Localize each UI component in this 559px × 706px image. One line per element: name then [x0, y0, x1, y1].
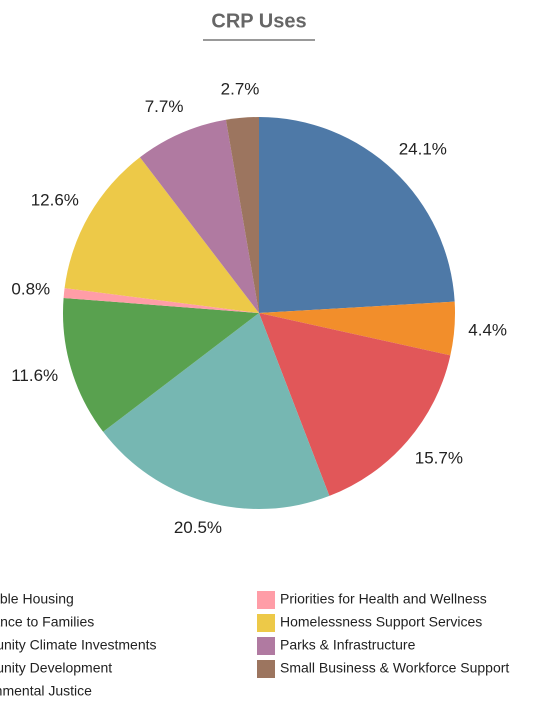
legend-swatch — [257, 614, 275, 632]
legend-label: Community Development — [0, 660, 112, 676]
legend-label: Environmental Justice — [0, 683, 92, 699]
pie-slice — [139, 119, 259, 314]
data-label: 4.4% — [468, 320, 507, 339]
data-label: 20.5% — [174, 518, 222, 537]
legend-swatch — [257, 660, 275, 678]
pie-slice — [259, 301, 455, 356]
legend-label: Affordable Housing — [0, 591, 74, 607]
pie-slice — [259, 313, 451, 496]
data-label: 15.7% — [415, 449, 463, 468]
pie-slice — [63, 288, 259, 313]
chart-title: CRP Uses — [211, 10, 306, 32]
data-label: 11.6% — [11, 366, 58, 385]
data-label: 24.1% — [399, 140, 447, 159]
pie-slice — [62, 297, 259, 432]
pie-slice — [64, 157, 260, 313]
legend-label: Small Business & Workforce Support — [280, 660, 509, 676]
legend-swatch — [257, 637, 275, 655]
data-label: 2.7% — [221, 79, 260, 98]
legend-label: Community Climate Investments — [0, 637, 157, 653]
data-label: 0.8% — [11, 280, 50, 299]
legend-swatch — [257, 591, 275, 609]
legend-label: Priorities for Health and Wellness — [280, 591, 487, 607]
legend-label: Homelessness Support Services — [280, 614, 482, 630]
pie-slice — [103, 313, 330, 510]
pie-slice — [225, 117, 259, 313]
pie-slice — [259, 117, 455, 313]
data-label: 12.6% — [31, 191, 79, 210]
legend-label: Assistance to Families — [0, 614, 94, 630]
legend-label: Parks & Infrastructure — [280, 637, 416, 653]
data-label: 7.7% — [145, 97, 184, 116]
